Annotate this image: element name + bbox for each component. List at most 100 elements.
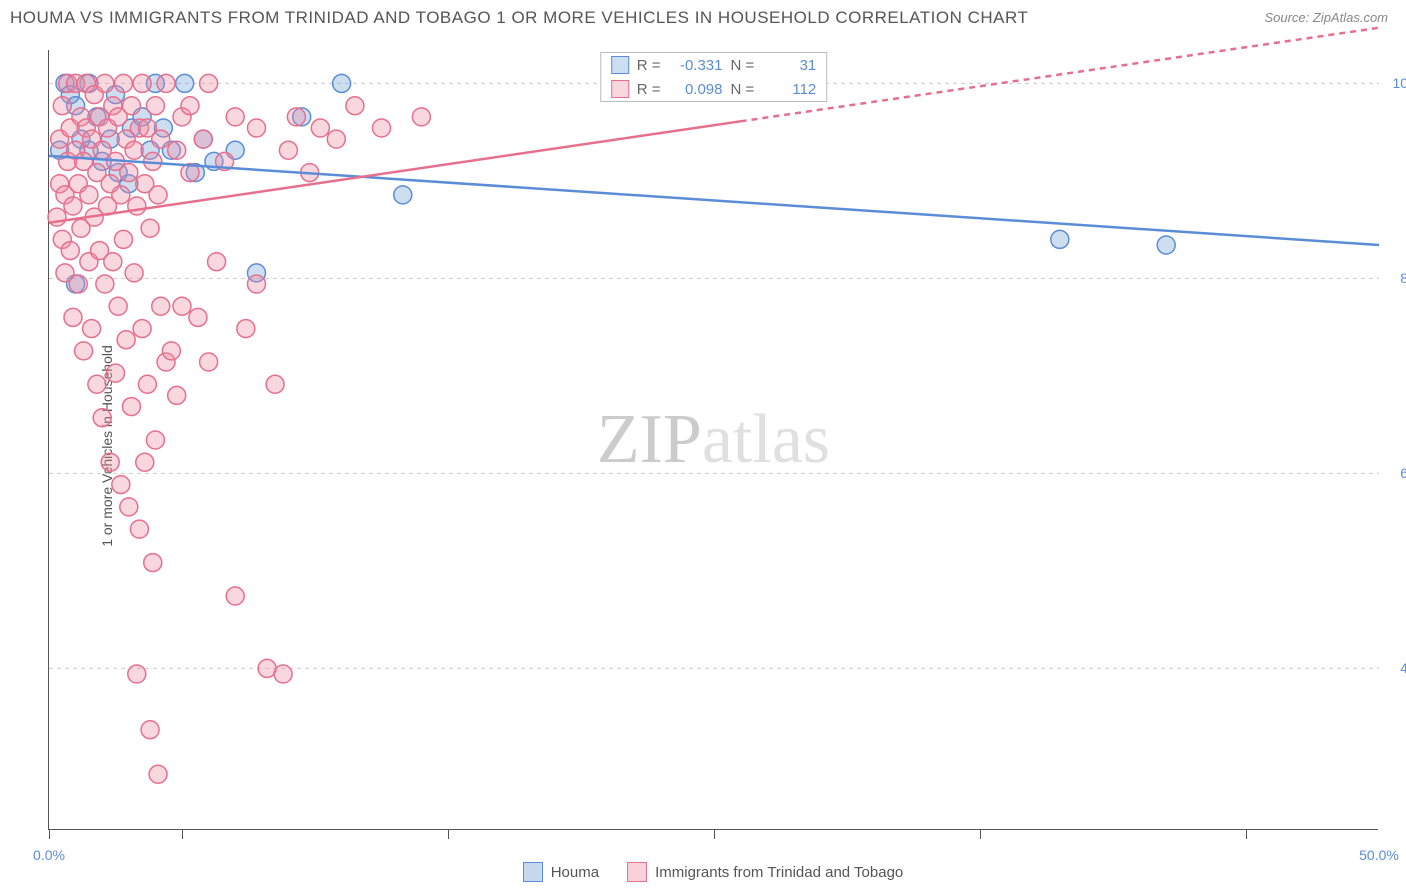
y-tick-label: 100.0%	[1393, 75, 1406, 91]
scatter-point	[346, 97, 364, 115]
scatter-point	[104, 253, 122, 271]
x-tick-mark	[448, 829, 449, 839]
scatter-point	[181, 97, 199, 115]
scatter-point	[122, 97, 140, 115]
scatter-point	[333, 74, 351, 92]
scatter-point	[287, 108, 305, 126]
stats-value-r: 0.098	[669, 81, 723, 98]
scatter-point	[189, 308, 207, 326]
scatter-point	[226, 587, 244, 605]
scatter-point	[69, 275, 87, 293]
bottom-legend: Houma Immigrants from Trinidad and Tobago	[48, 862, 1378, 886]
scatter-point	[120, 164, 138, 182]
y-tick-label: 47.5%	[1400, 660, 1406, 676]
scatter-point	[128, 665, 146, 683]
legend-item: Immigrants from Trinidad and Tobago	[627, 862, 903, 882]
x-tick-mark	[182, 829, 183, 839]
scatter-point	[394, 186, 412, 204]
stats-value-r: -0.331	[669, 57, 723, 74]
plot-svg	[49, 50, 1378, 829]
scatter-point	[136, 453, 154, 471]
scatter-point	[122, 398, 140, 416]
scatter-point	[200, 353, 218, 371]
scatter-point	[208, 253, 226, 271]
scatter-point	[101, 453, 119, 471]
scatter-point	[75, 342, 93, 360]
scatter-point	[226, 108, 244, 126]
scatter-point	[133, 74, 151, 92]
scatter-point	[311, 119, 329, 137]
scatter-point	[88, 375, 106, 393]
scatter-point	[141, 721, 159, 739]
scatter-point	[53, 97, 71, 115]
trend-line-extrapolated	[741, 28, 1379, 122]
scatter-point	[1051, 230, 1069, 248]
scatter-point	[152, 297, 170, 315]
scatter-point	[107, 364, 125, 382]
scatter-point	[168, 141, 186, 159]
legend-swatch	[611, 56, 629, 74]
stats-label-r: R =	[637, 57, 661, 74]
x-tick-mark	[1246, 829, 1247, 839]
scatter-point	[112, 186, 130, 204]
scatter-point	[274, 665, 292, 683]
scatter-point	[162, 342, 180, 360]
scatter-point	[96, 74, 114, 92]
stats-row: R = 0.098 N = 112	[601, 77, 827, 101]
scatter-point	[266, 375, 284, 393]
scatter-point	[80, 186, 98, 204]
scatter-point	[64, 197, 82, 215]
scatter-point	[125, 264, 143, 282]
scatter-point	[173, 297, 191, 315]
scatter-point	[412, 108, 430, 126]
legend-label: Houma	[551, 864, 599, 881]
stats-label-n: N =	[731, 57, 755, 74]
trend-line	[49, 156, 1379, 245]
scatter-point	[168, 386, 186, 404]
scatter-point	[279, 141, 297, 159]
plot-area: ZIPatlas R =-0.331 N =31 R =0.098 N =112…	[48, 50, 1378, 830]
scatter-point	[125, 141, 143, 159]
scatter-point	[247, 275, 265, 293]
stats-value-n: 31	[762, 57, 816, 74]
scatter-point	[128, 197, 146, 215]
scatter-point	[93, 409, 111, 427]
scatter-point	[194, 130, 212, 148]
scatter-point	[112, 476, 130, 494]
scatter-point	[146, 97, 164, 115]
scatter-point	[109, 297, 127, 315]
x-tick-mark	[714, 829, 715, 839]
source-label: Source: ZipAtlas.com	[1264, 10, 1388, 25]
y-tick-label: 82.5%	[1400, 270, 1406, 286]
stats-box: R = -0.331 N = 31 R = 0.098 N = 112	[600, 52, 828, 102]
scatter-point	[1157, 236, 1175, 254]
x-tick-label: 50.0%	[1359, 847, 1399, 863]
scatter-point	[149, 186, 167, 204]
legend-swatch	[523, 862, 543, 882]
stats-label-n: N =	[731, 81, 755, 98]
scatter-point	[114, 230, 132, 248]
scatter-point	[120, 498, 138, 516]
scatter-point	[247, 119, 265, 137]
scatter-point	[149, 765, 167, 783]
scatter-point	[61, 242, 79, 260]
scatter-point	[200, 74, 218, 92]
scatter-point	[133, 320, 151, 338]
x-tick-label: 0.0%	[33, 847, 65, 863]
scatter-point	[130, 520, 148, 538]
chart-container: HOUMA VS IMMIGRANTS FROM TRINIDAD AND TO…	[0, 0, 1406, 892]
scatter-point	[152, 130, 170, 148]
scatter-point	[176, 74, 194, 92]
scatter-point	[64, 308, 82, 326]
scatter-point	[237, 320, 255, 338]
stats-value-n: 112	[762, 81, 816, 98]
stats-row: R = -0.331 N = 31	[601, 53, 827, 77]
legend-label: Immigrants from Trinidad and Tobago	[655, 864, 903, 881]
scatter-point	[138, 375, 156, 393]
scatter-point	[83, 320, 101, 338]
scatter-point	[114, 74, 132, 92]
scatter-point	[373, 119, 391, 137]
stats-label-r: R =	[637, 81, 661, 98]
chart-title: HOUMA VS IMMIGRANTS FROM TRINIDAD AND TO…	[10, 8, 1028, 28]
legend-swatch	[627, 862, 647, 882]
